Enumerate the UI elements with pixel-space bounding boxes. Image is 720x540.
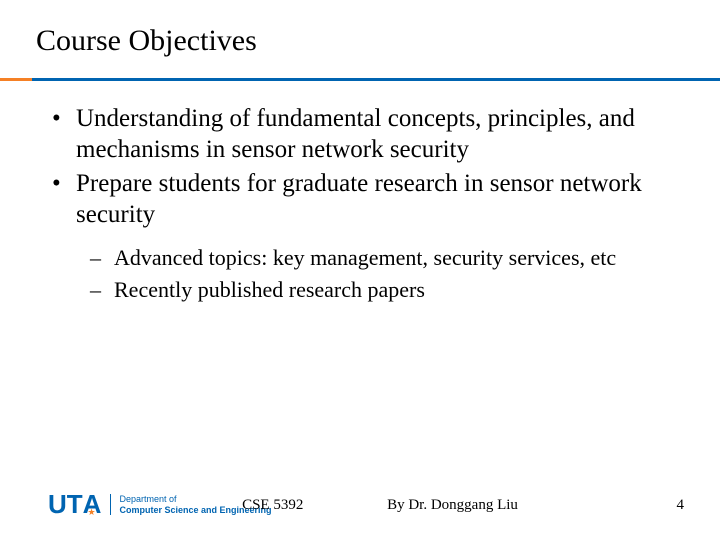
slide: Course Objectives Understanding of funda…	[0, 0, 720, 540]
slide-title: Course Objectives	[36, 24, 684, 58]
course-code: CSE 5392	[242, 497, 303, 514]
bullet-item: Prepare students for graduate research i…	[48, 169, 680, 303]
sub-bullet-text: Advanced topics: key management, securit…	[114, 245, 616, 270]
accent-blue-segment	[32, 78, 720, 81]
bullet-list-level2: Advanced topics: key management, securit…	[90, 244, 680, 303]
bullet-list-level1: Understanding of fundamental concepts, p…	[48, 104, 680, 303]
bullet-item: Understanding of fundamental concepts, p…	[48, 104, 680, 165]
slide-content: Understanding of fundamental concepts, p…	[48, 104, 680, 307]
sub-bullet-item: Recently published research papers	[90, 276, 680, 304]
footer-center: CSE 5392 By Dr. Donggang Liu	[0, 497, 720, 514]
page-number: 4	[677, 497, 685, 514]
bullet-text: Prepare students for graduate research i…	[76, 170, 642, 228]
accent-bar	[0, 78, 720, 81]
bullet-text: Understanding of fundamental concepts, p…	[76, 105, 635, 163]
accent-orange-segment	[0, 78, 32, 81]
author-name: By Dr. Donggang Liu	[387, 497, 518, 514]
sub-bullet-item: Advanced topics: key management, securit…	[90, 244, 680, 272]
slide-footer: U T A ★ Department of Computer Science a…	[0, 474, 720, 520]
sub-bullet-text: Recently published research papers	[114, 277, 425, 302]
